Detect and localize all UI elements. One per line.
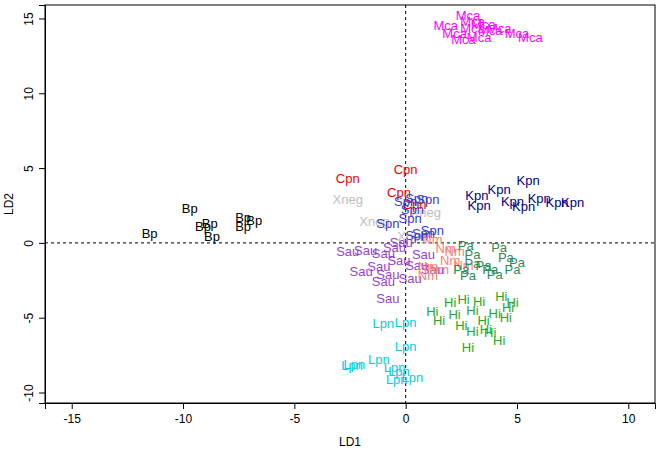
x-tick-label: 10 [622, 412, 636, 426]
x-tick: -10 [175, 403, 193, 426]
series: KpnKpnKpnKpnKpnKpnKpnKpnKpn [465, 173, 584, 215]
point-label: Lpn [388, 364, 410, 379]
x-tick-mark [517, 403, 518, 409]
point-label: Bp [204, 229, 220, 244]
x-tick: -5 [290, 403, 301, 426]
point-label: Mca [460, 21, 485, 36]
x-tick: 5 [514, 403, 521, 426]
y-tick-mark [39, 243, 45, 244]
x-tick-label: -15 [64, 412, 82, 426]
point-label: Hi [502, 300, 514, 315]
x-tick-mark [294, 403, 295, 409]
point-label: Hi [466, 324, 478, 339]
plot-area: BpBpBpBpBpBpBpBpXnegXnegXnegXnegCpnCpnCp… [45, 5, 655, 403]
x-tick: -15 [64, 403, 82, 426]
y-tick-label: 10 [22, 87, 36, 101]
x-tick: 0 [403, 403, 410, 426]
point-label: Hi [433, 313, 445, 328]
point-label: Hi [493, 333, 505, 348]
y-tick: 10 [22, 87, 45, 101]
y-tick-label: -5 [22, 313, 36, 324]
series: PaPaPaPaPaPaPaPaPaPaPaPa [453, 238, 525, 283]
y-tick-label: -10 [22, 384, 36, 402]
y-tick-mark [39, 393, 45, 394]
x-tick-label: -5 [290, 412, 301, 426]
point-label: Lpn [373, 316, 395, 331]
y-tick: 5 [22, 165, 45, 172]
point-label: Xneg [333, 192, 363, 207]
point-label: Pa [505, 262, 522, 277]
point-label: Mca [518, 30, 543, 45]
y-tick-mark [39, 318, 45, 319]
y-axis-title: LD2 [2, 193, 16, 215]
y-axis-line [39, 6, 46, 404]
point-label: Cpn [394, 162, 418, 177]
y-tick: -5 [22, 313, 45, 324]
y-tick-mark [39, 18, 45, 19]
point-label: Sau [376, 291, 399, 306]
x-tick-mark [406, 403, 407, 409]
series: HiHiHiHiHiHiHiHiHiHiHiHiHiHiHiHiHiHiHi [426, 289, 519, 355]
point-label: Bp [182, 201, 198, 216]
y-tick-mark [39, 168, 45, 169]
point-label: Hi [480, 322, 492, 337]
x-tick-mark [628, 403, 629, 409]
point-label: Kpn [468, 198, 491, 213]
series: LpnLpnLpnLpnLpnLpnLpnLpnLpnLpn [341, 315, 423, 387]
chart: -15-10-50510-10-5051015LD1LD2BpBpBpBpBpB… [0, 0, 661, 455]
point-label: Kpn [512, 199, 535, 214]
series: BpBpBpBpBpBpBpBp [142, 201, 263, 244]
y-tick-label: 5 [22, 165, 36, 172]
point-label: Spn [376, 216, 399, 231]
y-tick-label: 0 [22, 240, 36, 247]
x-axis: -15 -10 -5 0 5 10 [46, 403, 656, 426]
plot-frame [45, 5, 655, 403]
y-tick-mark [39, 93, 45, 94]
point-label: Kpn [517, 173, 540, 188]
point-label: Cpn [336, 171, 360, 186]
y-tick: 15 [22, 12, 45, 26]
point-label: Bp [202, 216, 218, 231]
point-label: Hi [462, 340, 474, 355]
x-tick-mark [183, 403, 184, 409]
point-label: Sau [350, 264, 373, 279]
point-label: Bp [246, 213, 262, 228]
y-tick-label: 15 [22, 12, 36, 26]
x-tick-label: 5 [514, 412, 521, 426]
point-label: Lpn [395, 339, 417, 354]
x-tick-mark [72, 403, 73, 409]
y-tick: 0 [22, 240, 45, 247]
x-tick-label: 0 [403, 412, 410, 426]
x-axis-title: LD1 [339, 435, 361, 449]
point-label: Bp [142, 226, 158, 241]
point-label: Spn [399, 211, 422, 226]
point-label: Pa [460, 268, 477, 283]
series: McaMcaMcaMcaMcaMcaMcaMcaMcaMcaMcaMca [433, 8, 543, 47]
x-tick: 10 [622, 403, 636, 426]
x-tick-label: -10 [175, 412, 193, 426]
point-label: Lpn [341, 358, 363, 373]
point-label: Kpn [561, 195, 584, 210]
point-label: Sau [383, 240, 406, 255]
point-label: Sau [372, 274, 395, 289]
y-tick: -10 [22, 384, 45, 402]
reference-line [45, 242, 655, 243]
x-axis-line [46, 404, 656, 410]
point-label: Lpn [395, 315, 417, 330]
point-label: Nm [418, 268, 438, 283]
y-axis: -10 -5 0 5 10 15 [22, 6, 46, 404]
point-label: Pa [482, 262, 499, 277]
